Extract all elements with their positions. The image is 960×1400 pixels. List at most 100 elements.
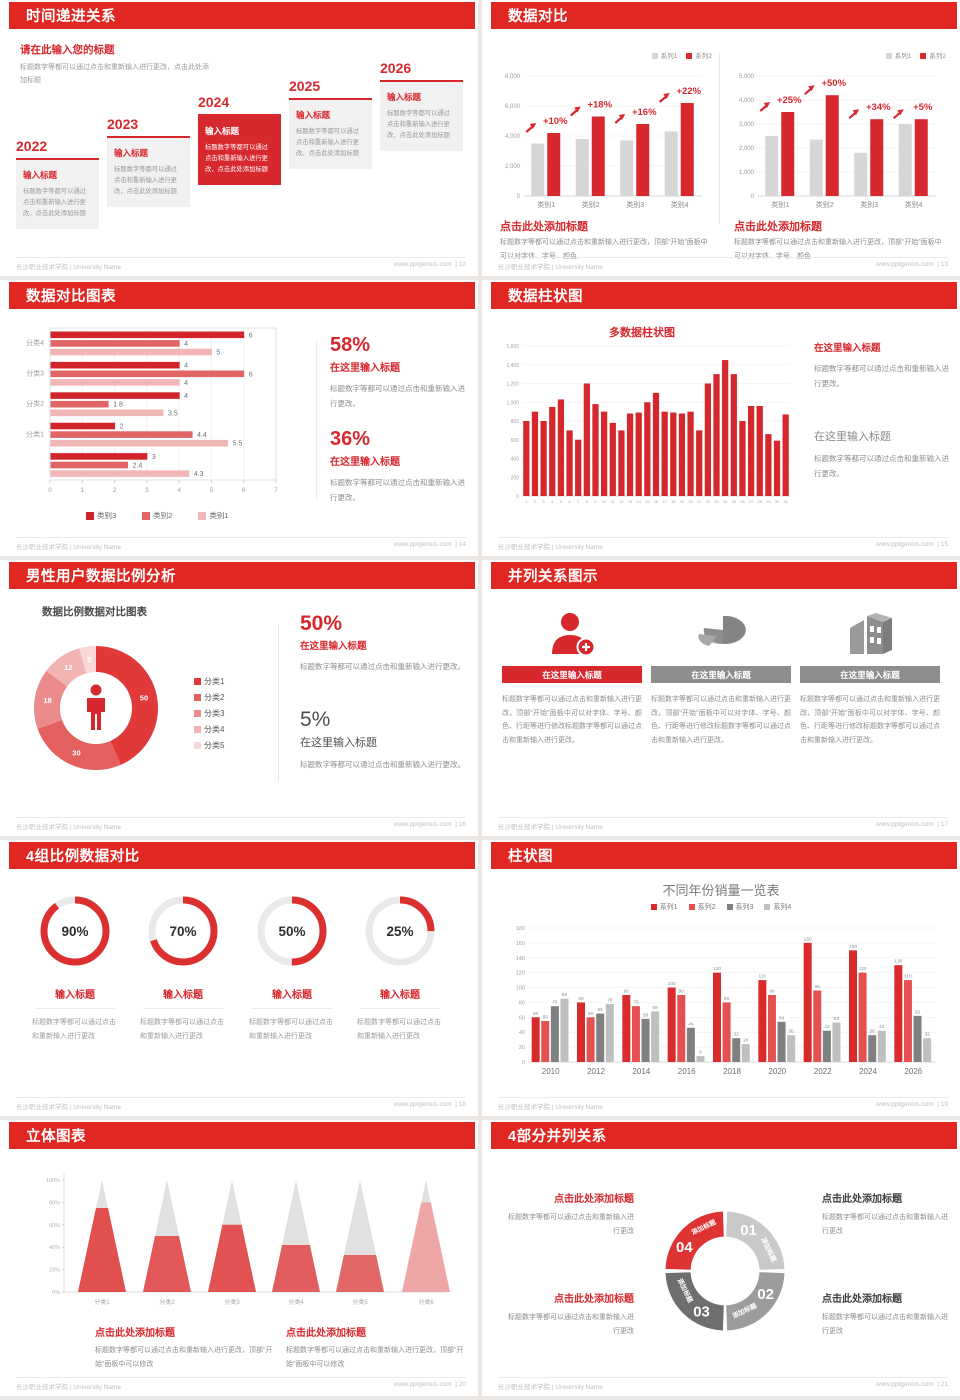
svg-text:4: 4 (184, 393, 188, 400)
stat-body: 标题数字等都可以通过点击和重新输入进行更改。 (300, 760, 465, 769)
slide-title-bar: 并列关系图示 (491, 562, 957, 589)
slide-title-bar: 4部分并列关系 (491, 1122, 957, 1149)
timeline-rule (198, 114, 281, 116)
ring-body: 标题数字等都可以通过点击和重新输入进行更改 (140, 1019, 224, 1040)
column-body: 标题数字等都可以通过点击和重新输入进行更改，顶部“开始”面板中可以对字体、字号、… (502, 696, 642, 744)
stat-body: 标题数字等都可以通过点击和重新输入进行更改。 (330, 478, 465, 502)
svg-text:类别4: 类别4 (671, 200, 689, 209)
svg-text:60%: 60% (49, 1223, 60, 1229)
svg-text:+34%: +34% (866, 102, 891, 113)
svg-text:68: 68 (652, 1005, 658, 1011)
legend-entry: 分类3 (194, 708, 224, 719)
svg-text:分类2: 分类2 (26, 399, 44, 408)
svg-text:分类2: 分类2 (159, 1298, 175, 1306)
svg-text:7: 7 (577, 500, 579, 504)
footer-page-number: 13 (940, 261, 948, 268)
timeline-rule (16, 158, 99, 160)
vertical-divider (278, 624, 279, 782)
panel-heading: 点击此处添加标题 (734, 221, 822, 233)
block-heading: 点击此处添加标题 (554, 1194, 634, 1205)
svg-text:2: 2 (534, 500, 536, 504)
svg-text:5.5: 5.5 (233, 441, 243, 448)
slide-title: 数据柱状图 (508, 289, 583, 305)
legend-entry: 分类1 (194, 676, 224, 687)
svg-text:32: 32 (734, 1032, 740, 1038)
stat-value: 58% (330, 334, 371, 356)
svg-text:6: 6 (242, 487, 246, 494)
footer-university: 长沙职业技术学院 | University Name (498, 264, 603, 271)
svg-text:80: 80 (724, 996, 730, 1002)
svg-text:类别4: 类别4 (905, 200, 923, 209)
intro-title: 请在此输入您的标题 (20, 44, 115, 56)
timeline-item-2025: 2025 输入标题 标题数字等都可以通过点击和重新输入进行更改，点击此处添加标题 (289, 78, 372, 169)
footer-site: www.pptgenius.com | 18 (393, 1101, 466, 1108)
slide-title: 立体图表 (26, 1129, 86, 1145)
svg-text:85: 85 (562, 992, 568, 998)
svg-text:1.8: 1.8 (113, 402, 123, 409)
bar-chart-right: 0 1,000 2,000 3,000 4,000 5,000 类别1 +25% 类别2 +50%… (739, 74, 936, 209)
svg-text:12: 12 (619, 500, 623, 504)
legend-entry: 类别1 (198, 510, 229, 521)
stat-title: 在这里输入标题 (300, 737, 377, 749)
footer-university: 长沙职业技术学院 | University Name (498, 1104, 603, 1111)
svg-text:80: 80 (578, 996, 584, 1002)
svg-text:01: 01 (740, 1223, 757, 1239)
timeline-year: 2025 (289, 78, 321, 94)
footer-university: 长沙职业技术学院 | University Name (498, 1384, 603, 1391)
column-icon-wrap (651, 606, 791, 666)
svg-text:0: 0 (751, 194, 755, 200)
footer-page-number: 12 (458, 261, 466, 268)
svg-text:+5%: +5% (913, 102, 933, 113)
svg-text:6: 6 (249, 371, 253, 378)
svg-text:18: 18 (43, 696, 51, 705)
footer-site: www.pptgenius.com | 17 (875, 821, 948, 828)
svg-text:3: 3 (152, 454, 156, 461)
timeline-item-2024-highlight: 2024 输入标题 标题数字等都可以通过点击和重新输入进行更改，点击此处添加标题 (198, 94, 281, 185)
chart-legend: 系列1 系列2 (651, 50, 712, 60)
svg-text:0: 0 (517, 194, 521, 200)
slide-footer: 长沙职业技术学院 | University Name www.pptgenius… (498, 1097, 948, 1111)
svg-text:60: 60 (588, 1011, 594, 1017)
donut-chart: 50 30 18 12 5 (34, 646, 158, 770)
svg-text:03: 03 (693, 1304, 710, 1320)
cycle-text-top-left: 点击此处添加标题 标题数字等都可以通过点击和重新输入进行更改 (502, 1190, 634, 1238)
svg-text:3: 3 (543, 500, 545, 504)
slide-title-bar: 4组比例数据对比 (9, 842, 475, 869)
column-3: 在这里输入标题 标题数字等都可以通过点击和重新输入进行更改，顶部“开始”面板中可… (800, 606, 940, 748)
slide-footer: 长沙职业技术学院 | University Name www.pptgenius… (498, 817, 948, 831)
panel-body: 标题数字等都可以通过点击和重新输入进行更改，顶部“开始”面板中可以对字体、字号、… (734, 239, 942, 260)
ring-item-50: 50% 输入标题 标题数字等都可以通过点击和重新输入进行更改 (244, 892, 340, 1043)
svg-text:2024: 2024 (859, 1067, 877, 1076)
cone-chart: 100% 80% 60% 40% 20% 0% 分类1 分类2 分类3 分类4 分类5 分类6 (46, 1174, 450, 1306)
footer-site: www.pptgenius.com | 16 (393, 821, 466, 828)
block-body: 标题数字等都可以通过点击和重新输入进行更改，顶部“开始”面板中可以修改 (95, 1347, 273, 1368)
svg-text:02: 02 (757, 1287, 774, 1303)
slide-cone-chart: 立体图表 100% 80% 60% 40% 20% 0% 分类1 分类2 分类3 分类4 分类5 分类… (0, 1120, 478, 1396)
svg-text:120: 120 (859, 966, 867, 972)
svg-text:20: 20 (688, 500, 692, 504)
svg-text:4.4: 4.4 (197, 432, 207, 439)
chart-legend: 分类1 分类2 分类3 分类4 分类5 (194, 676, 224, 756)
svg-text:75: 75 (633, 1000, 639, 1006)
svg-text:180: 180 (516, 926, 525, 932)
column-icon-wrap (800, 606, 940, 666)
svg-text:21: 21 (697, 500, 701, 504)
stat-value: 36% (330, 428, 371, 450)
slide-four-part-cycle: 4部分并列关系 01 添加标题 02 添加标题 03 添加标题 04 添加标题 点击此处添加标… (482, 1120, 960, 1396)
pie-3d-icon (698, 615, 746, 646)
svg-text:2012: 2012 (587, 1067, 605, 1076)
svg-text:30: 30 (775, 500, 779, 504)
slide-footer: 长沙职业技术学院 | University Name www.pptgenius… (498, 1377, 948, 1391)
svg-text:6: 6 (249, 332, 253, 339)
timeline-card-body: 标题数字等都可以通过点击和重新输入进行更改，点击此处添加标题 (114, 166, 177, 196)
panel-heading: 点击此处添加标题 (500, 221, 588, 233)
slide-footer: 长沙职业技术学院 | University Name www.pptgenius… (498, 257, 948, 271)
text-block-gray: 在这里输入标题 标题数字等都可以通过点击和重新输入进行更改。 (814, 428, 952, 481)
footer-page-number: 19 (940, 1101, 948, 1108)
footer-site: www.pptgenius.com | 20 (393, 1381, 466, 1388)
timeline-card-body: 标题数字等都可以通过点击和重新输入进行更改，点击此处添加标题 (205, 144, 268, 174)
cycle-text-bottom-right: 点击此处添加标题 标题数字等都可以通过点击和重新输入进行更改 (822, 1290, 954, 1338)
slide-multi-bar: 数据柱状图 多数据柱状图 1,600 1,400 1,200 1,000 800 600 4… (482, 280, 960, 556)
svg-text:40%: 40% (49, 1245, 60, 1251)
footer-page-number: 17 (940, 821, 948, 828)
